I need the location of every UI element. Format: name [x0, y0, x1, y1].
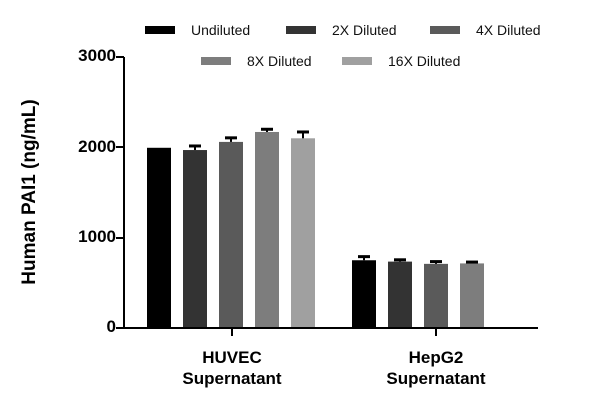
legend-swatch	[201, 57, 231, 65]
category-line: HUVEC	[202, 348, 262, 367]
legend-swatch	[286, 26, 316, 34]
bar	[424, 263, 448, 328]
legend-item-8x: 8X Diluted	[201, 53, 312, 69]
legend-swatch	[342, 57, 372, 65]
legend-item-16x: 16X Diluted	[342, 53, 460, 69]
bar	[291, 138, 315, 328]
category-line: Supernatant	[386, 369, 486, 388]
legend-label: 2X Diluted	[332, 22, 397, 38]
legend-label: 16X Diluted	[388, 53, 461, 69]
y-tick-label: 1000	[78, 227, 116, 246]
legend-swatch	[430, 26, 460, 34]
y-tick-label: 0	[106, 317, 116, 336]
legend-item-undiluted: Undiluted	[145, 22, 250, 38]
y-tick-label: 3000	[78, 46, 116, 65]
legend-item-4x: 4X Diluted	[430, 22, 541, 38]
legend-label: Undiluted	[191, 22, 251, 38]
bars	[147, 127, 484, 328]
bar	[388, 261, 412, 328]
category-line: Supernatant	[182, 369, 282, 388]
bar	[460, 263, 484, 328]
bar	[183, 150, 207, 328]
bar	[352, 260, 376, 328]
category-line: HepG2	[408, 348, 464, 367]
legend: Undiluted 2X Diluted 4X Diluted 8X Dilut…	[0, 0, 600, 80]
bar	[255, 131, 279, 328]
bar	[147, 147, 171, 328]
x-category-label-hepg2: HepG2 Supernatant	[356, 347, 516, 389]
legend-swatch	[145, 26, 175, 34]
legend-item-2x: 2X Diluted	[286, 22, 397, 38]
legend-label: 4X Diluted	[476, 22, 541, 38]
x-category-label-huvec: HUVEC Supernatant	[152, 347, 312, 389]
y-tick-label: 2000	[78, 137, 116, 156]
bar	[219, 141, 243, 328]
legend-label: 8X Diluted	[247, 53, 312, 69]
